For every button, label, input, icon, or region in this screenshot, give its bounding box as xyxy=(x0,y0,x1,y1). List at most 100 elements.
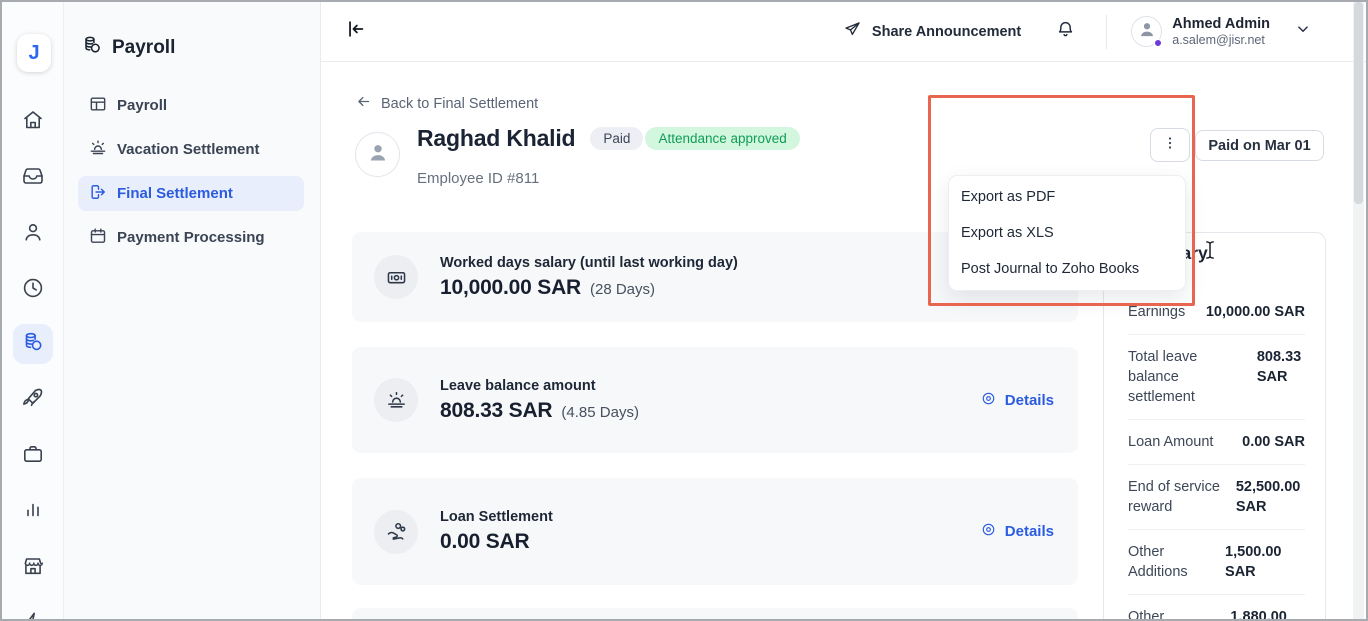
top-bar: Share Announcement Ahmed Admin a.salem@j… xyxy=(321,2,1366,62)
sunrise-icon xyxy=(88,138,108,162)
menu-item-export-as-pdf[interactable]: Export as PDF xyxy=(961,189,1056,205)
details-link[interactable]: Details xyxy=(980,521,1054,542)
summary-row-value: 1,880.00 SAR xyxy=(1230,609,1287,619)
bolt-icon xyxy=(21,610,45,621)
status-badge-attendance-approved: Attendance approved xyxy=(645,126,800,150)
export-dropdown-menu: Export as PDF Export as XLS Post Journal t… xyxy=(948,175,1186,291)
person-icon xyxy=(21,220,45,249)
bell-icon xyxy=(1055,19,1076,45)
summary-row-label: Other Deductions xyxy=(1128,609,1165,619)
summary-row-value: 10,000.00 SAR xyxy=(1205,304,1305,320)
main-content: Back to Final Settlement Raghad Khalid P… xyxy=(321,62,1366,619)
paper-plane-icon xyxy=(843,20,862,43)
rail-item-home[interactable] xyxy=(13,102,53,142)
collapse-sidebar-button[interactable] xyxy=(345,18,367,45)
sidebar-item-payroll[interactable]: Payroll xyxy=(78,88,304,123)
sidebar-item-label: Final Settlement xyxy=(117,185,233,202)
inbox-icon xyxy=(21,164,45,193)
card-body: Worked days salary (until last working d… xyxy=(440,255,738,300)
chart-icon xyxy=(21,498,45,527)
notifications-button[interactable] xyxy=(1055,19,1076,45)
card-body: Loan Settlement 0.00 SAR xyxy=(440,509,553,554)
rail-item-inbox[interactable] xyxy=(13,158,53,198)
chevron-down-icon xyxy=(1294,20,1312,43)
user-menu[interactable]: Ahmed Admin a.salem@jisr.net xyxy=(1131,15,1312,48)
sidebar-item-vacation-settlement[interactable]: Vacation Settlement xyxy=(78,132,304,167)
employee-name: Raghad Khalid xyxy=(417,125,576,151)
view-icon xyxy=(980,521,997,542)
top-bar-right: Share Announcement Ahmed Admin a.salem@j… xyxy=(843,14,1366,49)
employee-header: Raghad Khalid Paid Attendance approved xyxy=(417,125,800,152)
user-avatar xyxy=(1131,16,1163,47)
store-icon xyxy=(21,554,45,583)
person-icon xyxy=(1136,18,1158,45)
summary-row-label: Loan Amount xyxy=(1128,434,1214,450)
rail-item-clock[interactable] xyxy=(13,270,53,310)
table-icon xyxy=(88,94,108,118)
user-name: Ahmed Admin xyxy=(1172,16,1270,32)
sidebar-item-final-settlement[interactable]: Final Settlement xyxy=(78,176,304,211)
share-announcement-button[interactable]: Share Announcement xyxy=(843,20,1021,43)
summary-row-value: 52,500.00 SAR xyxy=(1235,479,1301,515)
rocket-icon xyxy=(21,386,45,415)
user-info: Ahmed Admin a.salem@jisr.net xyxy=(1172,15,1270,48)
paid-date-button[interactable]: Paid on Mar 01 xyxy=(1195,130,1324,161)
employee-avatar xyxy=(355,132,400,177)
scrollbar-track[interactable] xyxy=(1353,2,1364,619)
menu-item-export-as-xls[interactable]: Export as XLS xyxy=(961,225,1054,241)
card-amount: 10,000.00 SAR xyxy=(440,275,581,299)
details-label: Details xyxy=(1004,523,1054,540)
summary-row-label: End of service reward xyxy=(1128,479,1220,515)
coins-icon xyxy=(81,34,103,61)
module-sidebar: Payroll Payroll Vacation Settlement Final … xyxy=(64,2,321,619)
menu-item-post-journal-to-zoho-books[interactable]: Post Journal to Zoho Books xyxy=(961,261,1140,277)
settlement-card-4 xyxy=(352,608,1078,619)
back-link[interactable]: Back to Final Settlement xyxy=(355,93,538,114)
summary-row-value: 1,500.00 SAR xyxy=(1225,544,1282,580)
rail-item-coins[interactable] xyxy=(13,324,53,364)
summary-row: Other Deductions 1,880.00 SAR xyxy=(1128,595,1305,619)
sidebar-item-label: Payment Processing xyxy=(117,229,265,246)
top-bar-divider xyxy=(1106,14,1108,49)
settlement-card-3: Loan Settlement 0.00 SAR Details xyxy=(352,478,1078,585)
card-body: Leave balance amount 808.33 SAR (4.85 Days… xyxy=(440,378,639,423)
app-logo[interactable]: J xyxy=(17,34,51,72)
summary-row-label: Earnings xyxy=(1128,304,1186,320)
rail-item-briefcase[interactable] xyxy=(13,436,53,476)
share-announcement-label: Share Announcement xyxy=(871,23,1022,40)
rail-item-person[interactable] xyxy=(13,214,53,254)
rail-item-bolt[interactable] xyxy=(13,604,53,621)
summary-row: Total leave balance settlement 808.33 SAR xyxy=(1128,335,1305,420)
clock-icon xyxy=(21,276,45,305)
paid-date-label: Paid on Mar 01 xyxy=(1208,137,1311,154)
summary-row-label: Total leave balance settlement xyxy=(1128,349,1198,405)
card-title: Worked days salary (until last working d… xyxy=(440,254,738,271)
calendar-icon xyxy=(88,226,108,250)
user-email: a.salem@jisr.net xyxy=(1172,33,1265,47)
scrollbar-thumb[interactable] xyxy=(1354,2,1363,204)
summary-row: Earnings 10,000.00 SAR xyxy=(1128,290,1305,335)
card-note: (4.85 Days) xyxy=(561,403,639,421)
rail-item-chart[interactable] xyxy=(13,492,53,532)
sidebar-item-label: Vacation Settlement xyxy=(117,141,260,158)
banknote-icon xyxy=(374,255,418,299)
details-link[interactable]: Details xyxy=(980,390,1054,411)
rail-item-store[interactable] xyxy=(13,548,53,588)
card-amount: 808.33 SAR xyxy=(440,398,553,422)
icon-rail: J xyxy=(2,2,64,621)
employee-id: Employee ID #811 xyxy=(417,170,540,187)
summary-row: Other Additions 1,500.00 SAR xyxy=(1128,530,1305,595)
sunrise-icon xyxy=(374,378,418,422)
summary-row: End of service reward 52,500.00 SAR xyxy=(1128,465,1305,530)
sidebar-item-payment-processing[interactable]: Payment Processing xyxy=(78,220,304,255)
status-dot xyxy=(1154,39,1163,47)
settlement-card-2: Leave balance amount 808.33 SAR (4.85 Days… xyxy=(352,347,1078,453)
kebab-menu-icon xyxy=(1161,134,1179,157)
more-actions-button[interactable] xyxy=(1150,128,1190,162)
details-label: Details xyxy=(1004,391,1054,409)
module-title: Payroll xyxy=(81,34,175,61)
coins-icon xyxy=(21,330,45,359)
card-amount: 0.00 SAR xyxy=(440,530,530,553)
rail-item-rocket[interactable] xyxy=(13,380,53,420)
summary-row: Loan Amount 0.00 SAR xyxy=(1128,420,1305,465)
